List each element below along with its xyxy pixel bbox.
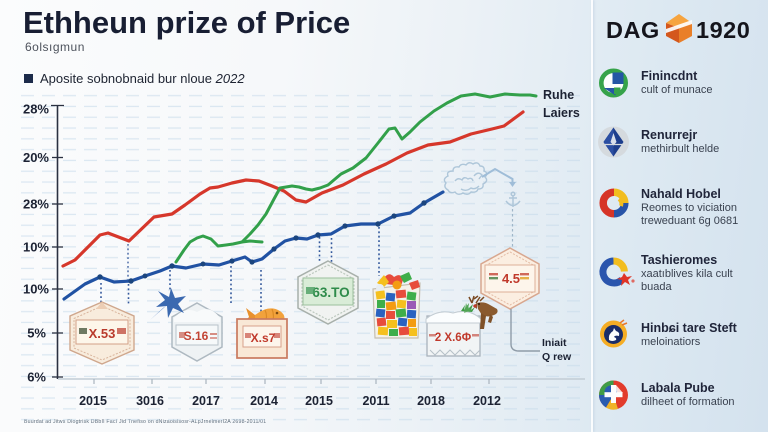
svg-text:Q rew: Q rew	[542, 351, 572, 363]
svg-text:10%: 10%	[23, 240, 49, 255]
svg-text:5%: 5%	[27, 326, 46, 341]
svg-text:S.16: S.16	[184, 329, 209, 343]
svg-text:2012: 2012	[473, 394, 501, 408]
svg-text:2018: 2018	[417, 394, 445, 408]
svg-text:2 X.6Φ: 2 X.6Φ	[435, 332, 472, 344]
svg-text:2014: 2014	[250, 394, 278, 408]
svg-text:X.53: X.53	[89, 326, 116, 341]
svg-text:Iniait: Iniait	[542, 337, 567, 349]
svg-text:63.TO: 63.TO	[312, 285, 349, 300]
svg-text:X.s7: X.s7	[251, 331, 276, 345]
svg-text:4.5: 4.5	[502, 271, 520, 286]
svg-text:6%: 6%	[27, 370, 46, 385]
svg-text:20%: 20%	[23, 150, 49, 165]
svg-text:Ruhe: Ruhe	[543, 88, 574, 102]
svg-text:Laiers: Laiers	[543, 106, 580, 120]
svg-text:28%: 28%	[23, 102, 49, 117]
svg-text:3016: 3016	[136, 394, 164, 408]
svg-text:2011: 2011	[362, 394, 389, 408]
svg-text:2015: 2015	[79, 394, 107, 408]
svg-text:28%: 28%	[23, 197, 49, 212]
svg-text:2017: 2017	[192, 394, 220, 408]
svg-text:2015: 2015	[305, 394, 333, 408]
svg-text:10%: 10%	[23, 282, 49, 297]
